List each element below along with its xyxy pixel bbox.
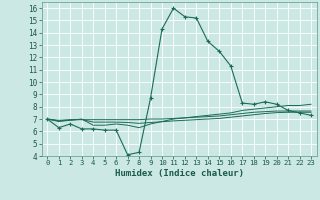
X-axis label: Humidex (Indice chaleur): Humidex (Indice chaleur) <box>115 169 244 178</box>
